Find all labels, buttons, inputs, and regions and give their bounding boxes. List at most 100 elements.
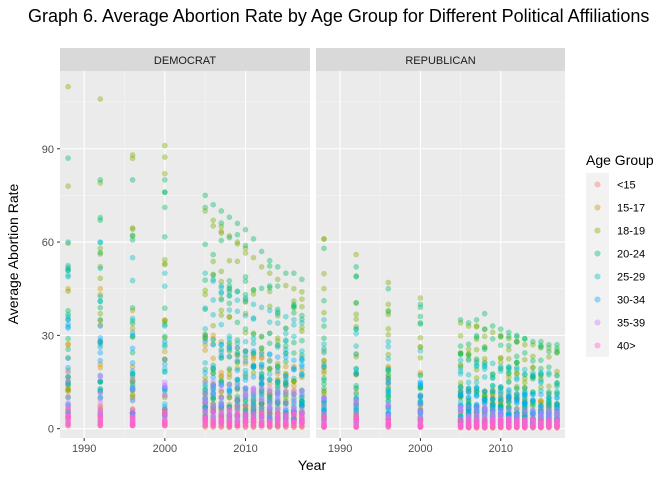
data-point — [161, 412, 168, 419]
data-point — [161, 410, 168, 416]
data-point — [161, 407, 168, 413]
data-point — [258, 405, 265, 411]
data-point — [299, 352, 305, 358]
data-point — [291, 412, 297, 418]
data-point — [258, 386, 265, 393]
data-point — [65, 374, 71, 380]
data-point — [291, 397, 297, 404]
data-point — [299, 416, 305, 423]
data-point — [258, 408, 265, 414]
data-point — [218, 422, 225, 428]
data-point — [530, 364, 536, 371]
data-point — [291, 417, 297, 423]
data-point — [97, 403, 104, 409]
data-point — [97, 407, 104, 413]
data-point — [385, 325, 392, 332]
data-point — [274, 422, 281, 429]
data-point — [129, 410, 136, 416]
data-point — [97, 413, 104, 420]
data-point — [97, 378, 104, 385]
data-point — [274, 413, 281, 419]
data-point — [218, 393, 225, 400]
data-point — [97, 411, 104, 418]
data-point — [65, 288, 71, 295]
data-point — [226, 418, 233, 425]
data-point — [202, 414, 208, 421]
data-point — [161, 421, 168, 427]
data-point — [250, 385, 257, 392]
data-point — [299, 398, 305, 405]
data-point — [546, 399, 552, 406]
data-point — [266, 416, 273, 423]
data-point — [250, 331, 257, 338]
data-point — [234, 413, 241, 420]
data-point — [282, 419, 289, 426]
data-point — [202, 374, 208, 381]
data-point — [210, 418, 216, 424]
data-point — [266, 357, 273, 364]
data-point — [202, 204, 208, 211]
data-point — [97, 285, 104, 292]
data-point — [274, 400, 281, 407]
data-point — [291, 298, 297, 304]
data-point — [291, 321, 297, 328]
data-point — [282, 390, 289, 397]
data-point — [210, 374, 216, 381]
data-point — [242, 416, 249, 423]
data-point — [65, 414, 71, 421]
data-point — [282, 420, 289, 427]
data-point — [226, 403, 233, 410]
legend-key-point — [594, 319, 601, 326]
data-point — [129, 378, 136, 385]
data-point — [242, 312, 249, 319]
data-point — [481, 346, 488, 353]
x-tick-label: 2000 — [153, 443, 177, 455]
data-point — [202, 387, 208, 394]
data-point — [266, 422, 273, 429]
data-point — [291, 410, 297, 416]
data-point — [321, 395, 327, 402]
data-point — [258, 404, 265, 410]
data-point — [161, 408, 168, 414]
data-point — [234, 416, 241, 423]
data-point — [161, 422, 168, 429]
data-point — [258, 415, 265, 422]
data-point — [242, 410, 249, 416]
data-point — [202, 416, 208, 423]
data-point — [291, 383, 297, 389]
data-point — [250, 415, 257, 422]
data-point — [291, 404, 297, 410]
data-point — [161, 318, 168, 325]
x-tick-label: 1990 — [72, 443, 96, 455]
data-point — [65, 413, 71, 420]
data-point — [321, 341, 327, 347]
data-point — [129, 307, 136, 314]
data-point — [218, 395, 225, 402]
data-point — [274, 388, 281, 395]
data-point — [97, 338, 104, 344]
data-point — [97, 411, 104, 417]
data-point — [242, 377, 249, 383]
data-point — [266, 423, 273, 430]
data-point — [129, 413, 136, 419]
data-point — [258, 264, 265, 270]
data-point — [65, 409, 71, 416]
data-point — [274, 320, 281, 326]
data-point — [250, 291, 257, 297]
data-point — [129, 394, 136, 401]
data-point — [65, 404, 71, 411]
data-point — [202, 336, 208, 343]
data-point — [291, 422, 297, 429]
data-point — [473, 346, 480, 353]
data-point — [226, 333, 233, 340]
data-point — [250, 421, 257, 428]
data-point — [202, 409, 208, 415]
data-point — [202, 394, 208, 400]
data-point — [234, 367, 241, 374]
data-point — [546, 424, 552, 430]
data-point — [258, 385, 265, 391]
data-point — [353, 273, 360, 280]
data-point — [234, 407, 241, 413]
data-point — [282, 410, 289, 416]
data-point — [250, 287, 257, 293]
